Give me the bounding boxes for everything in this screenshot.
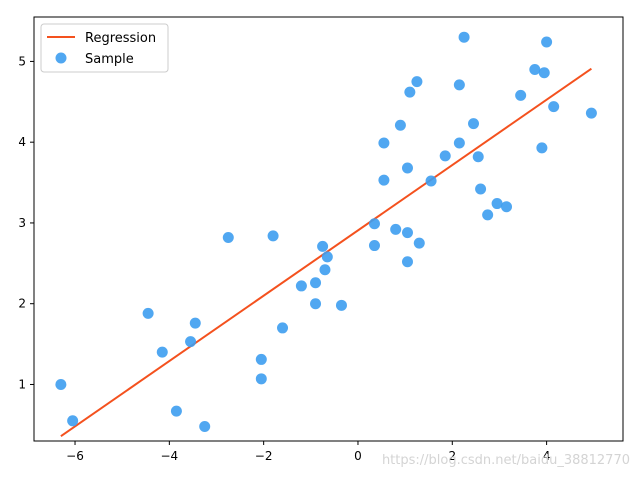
sample-point — [482, 209, 494, 221]
sample-point — [538, 67, 550, 79]
sample-point — [453, 79, 465, 91]
y-tick-label: 4 — [18, 135, 26, 149]
sample-point — [548, 101, 560, 113]
sample-point — [468, 118, 480, 130]
sample-point — [277, 322, 289, 334]
sample-point — [411, 76, 423, 88]
sample-point — [255, 353, 267, 365]
sample-point — [585, 107, 597, 119]
legend-regression-label: Regression — [85, 31, 156, 46]
sample-point — [501, 201, 513, 213]
sample-point — [458, 31, 470, 43]
y-tick-label: 1 — [18, 377, 26, 391]
sample-point — [199, 420, 211, 432]
legend-sample-swatch — [55, 52, 67, 64]
sample-point — [515, 89, 527, 101]
x-tick-label: −4 — [160, 449, 178, 463]
sample-point — [170, 405, 182, 417]
sample-point — [310, 298, 322, 310]
sample-point — [67, 415, 79, 427]
sample-point — [529, 63, 541, 75]
sample-point — [401, 256, 413, 268]
sample-point — [295, 280, 307, 292]
sample-point — [401, 162, 413, 174]
sample-point — [394, 119, 406, 131]
y-axis: 1 2 3 4 5 — [18, 54, 34, 391]
sample-point — [453, 137, 465, 149]
sample-point — [368, 240, 380, 252]
sample-point — [156, 346, 168, 358]
sample-point — [491, 198, 503, 210]
legend: Regression Sample — [40, 23, 169, 73]
x-tick-label: 4 — [543, 449, 551, 463]
x-tick-label: −2 — [255, 449, 273, 463]
sample-point — [267, 230, 279, 242]
y-tick-label: 2 — [18, 297, 26, 311]
axes-frame — [33, 16, 624, 442]
watermark-text: https://blog.csdn.net/baidu_38812770 — [381, 453, 630, 468]
sample-point — [536, 142, 548, 154]
sample-point — [335, 299, 347, 311]
sample-point — [425, 175, 437, 187]
sample-point — [319, 264, 331, 276]
sample-point — [378, 174, 390, 186]
sample-point — [390, 223, 402, 235]
sample-point — [317, 240, 329, 252]
y-tick-label: 3 — [18, 216, 26, 230]
sample-point — [310, 277, 322, 289]
sample-point — [55, 378, 67, 390]
sample-point — [378, 137, 390, 149]
x-axis: −6 −4 −2 0 2 4 — [66, 441, 550, 463]
x-tick-label: 0 — [354, 449, 362, 463]
sample-point — [475, 183, 487, 195]
sample-point — [413, 237, 425, 249]
sample-point — [255, 373, 267, 385]
sample-point — [142, 307, 154, 319]
legend-sample-label: Sample — [85, 52, 134, 67]
sample-point — [189, 317, 201, 329]
sample-point — [404, 86, 416, 98]
sample-point — [185, 336, 197, 348]
y-tick-label: 5 — [18, 54, 26, 68]
sample-point — [401, 227, 413, 239]
x-tick-label: 2 — [448, 449, 456, 463]
sample-point — [472, 151, 484, 163]
sample-point — [321, 251, 333, 263]
sample-point — [222, 231, 234, 243]
x-tick-label: −6 — [66, 449, 84, 463]
plot-area — [55, 31, 597, 437]
sample-point — [439, 150, 451, 162]
sample-point — [368, 218, 380, 230]
sample-point — [541, 36, 553, 48]
